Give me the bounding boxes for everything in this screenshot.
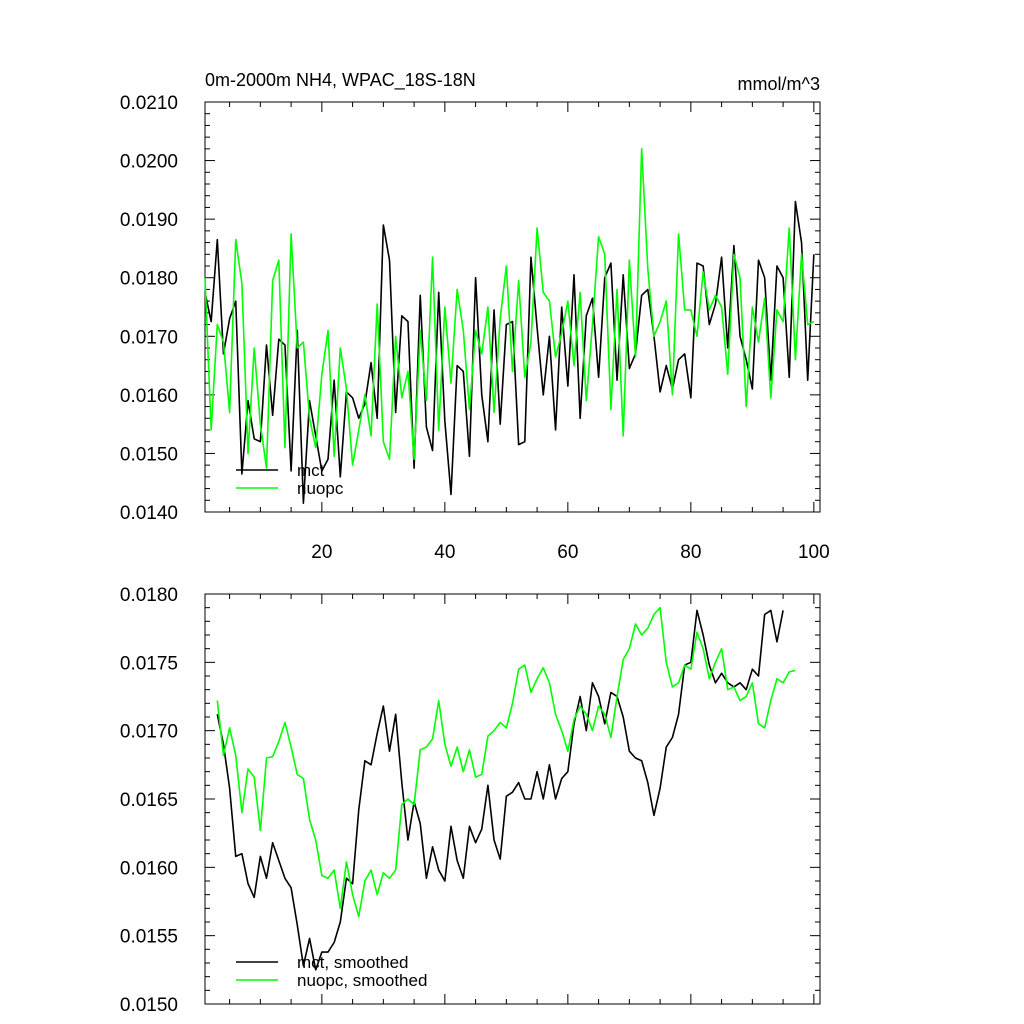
x-tick-label: 100 (798, 542, 830, 563)
x-tick-label: 20 (311, 542, 332, 563)
y-tick-label: 0.0175 (120, 653, 178, 674)
legend-label: nuopc, smoothed (297, 971, 427, 990)
series-line-nuopc (204, 148, 815, 469)
legend-label: mct, smoothed (297, 953, 409, 972)
y-tick-label: 0.0170 (120, 327, 178, 348)
x-tick-label: 40 (434, 542, 455, 563)
y-tick-label: 0.0150 (120, 995, 178, 1016)
series-line-nuopc-smoothed (216, 606, 796, 918)
chart-title: 0m-2000m NH4, WPAC_18S-18N (205, 70, 476, 91)
chart-panel-1: 0.0140 0.0150 0.0160 0.0170 0.0180 0.0190 0.02… (120, 70, 830, 563)
chart-panel-2: 0.0150 0.0155 0.0160 0.0165 0.0170 0.0175 0.01… (120, 585, 821, 1016)
y-tick-label: 0.0210 (120, 93, 178, 114)
y-tick-label: 0.0160 (120, 858, 178, 879)
y-tick-label: 0.0180 (120, 585, 178, 606)
y-tick-label: 0.0140 (120, 503, 178, 524)
series-line-mct-smoothed (216, 609, 784, 971)
x-tick-label: 80 (680, 542, 701, 563)
legend-label: mct (297, 461, 325, 480)
y-tick-label: 0.0180 (120, 269, 178, 290)
plot-frame (204, 593, 821, 1005)
units-label: mmol/m^3 (738, 74, 820, 94)
x-tick-label: 60 (557, 542, 578, 563)
y-tick-label: 0.0150 (120, 444, 178, 465)
y-tick-label: 0.0200 (120, 152, 178, 173)
y-tick-label: 0.0155 (120, 927, 178, 948)
plot-frame (204, 101, 821, 513)
y-tick-label: 0.0160 (120, 386, 178, 407)
series-line-mct (204, 200, 815, 505)
y-tick-label: 0.0190 (120, 210, 178, 231)
legend-label: nuopc (297, 479, 344, 498)
y-tick-label: 0.0165 (120, 790, 178, 811)
y-tick-label: 0.0170 (120, 722, 178, 743)
